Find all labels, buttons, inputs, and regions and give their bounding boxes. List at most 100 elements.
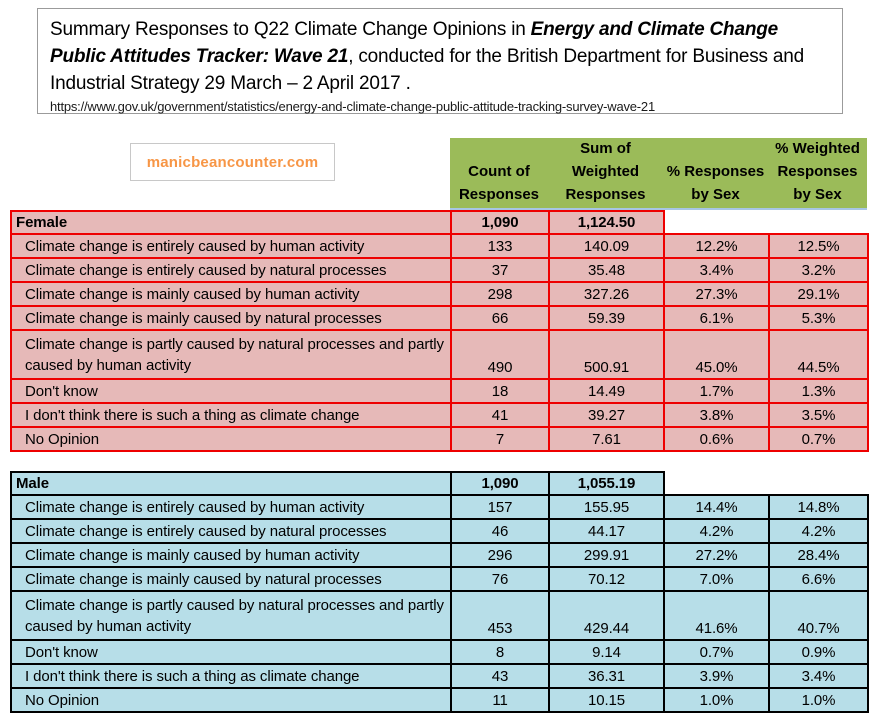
- table-row: Climate change is entirely caused by hum…: [10, 233, 869, 259]
- weighted-cell: 155.95: [548, 494, 665, 520]
- table-row: No Opinion 11 10.15 1.0% 1.0%: [10, 687, 869, 713]
- pct-responses-cell: 4.2%: [663, 518, 770, 544]
- response-label: No Opinion: [10, 687, 452, 713]
- count-cell: 46: [450, 518, 550, 544]
- pct-weighted-cell: 3.5%: [768, 402, 869, 428]
- group-total-count: 1,090: [450, 471, 550, 496]
- weighted-cell: 327.26: [548, 281, 665, 307]
- pct-responses-cell: 41.6%: [663, 590, 770, 641]
- response-label: Climate change is mainly caused by natur…: [10, 305, 452, 331]
- count-cell: 8: [450, 639, 550, 665]
- response-label: I don't think there is such a thing as c…: [10, 402, 452, 428]
- weighted-cell: 500.91: [548, 329, 665, 380]
- pct-responses-cell: 45.0%: [663, 329, 770, 380]
- blank-cell: [664, 211, 769, 234]
- group-label: Male: [10, 471, 452, 496]
- count-cell: 18: [450, 378, 550, 404]
- pct-responses-cell: 6.1%: [663, 305, 770, 331]
- pct-responses-cell: 12.2%: [663, 233, 770, 259]
- pct-responses-cell: 0.6%: [663, 426, 770, 452]
- title-box: Summary Responses to Q22 Climate Change …: [37, 8, 843, 114]
- brand-box: manicbeancounter.com: [130, 143, 335, 181]
- weighted-cell: 14.49: [548, 378, 665, 404]
- count-cell: 133: [450, 233, 550, 259]
- pct-weighted-cell: 28.4%: [768, 542, 869, 568]
- weighted-cell: 44.17: [548, 518, 665, 544]
- female-table-body: Female 1,090 1,124.50 Climate change is ent…: [10, 210, 869, 452]
- column-header-pct-responses-by-sex: % Responses by Sex: [666, 163, 765, 203]
- pct-responses-cell: 1.0%: [663, 687, 770, 713]
- weighted-cell: 299.91: [548, 542, 665, 568]
- brand-label: manicbeancounter.com: [146, 153, 319, 171]
- pct-weighted-cell: 4.2%: [768, 518, 869, 544]
- pct-responses-cell: 1.7%: [663, 378, 770, 404]
- pct-responses-cell: 3.8%: [663, 402, 770, 428]
- count-cell: 43: [450, 663, 550, 689]
- source-url: https://www.gov.uk/government/statistics…: [50, 99, 655, 114]
- response-label: Climate change is entirely caused by hum…: [10, 233, 452, 259]
- count-cell: 41: [450, 402, 550, 428]
- response-label: Climate change is partly caused by natur…: [10, 590, 452, 641]
- weighted-cell: 9.14: [548, 639, 665, 665]
- pct-weighted-cell: 3.2%: [768, 257, 869, 283]
- female-table: Female 1,090 1,124.50 Climate change is ent…: [10, 210, 869, 452]
- male-table: Male 1,090 1,055.19 Climate change is entir…: [10, 471, 869, 713]
- column-headers: Count of Responses Sum of Weighted Respo…: [450, 138, 867, 210]
- count-cell: 296: [450, 542, 550, 568]
- pct-responses-cell: 14.4%: [663, 494, 770, 520]
- column-header-pct-weighted-responses-by-sex: % Weighted Responses by Sex: [775, 140, 860, 203]
- pct-weighted-cell: 14.8%: [768, 494, 869, 520]
- table-row: I don't think there is such a thing as c…: [10, 402, 869, 428]
- pct-responses-cell: 3.9%: [663, 663, 770, 689]
- response-label: Don't know: [10, 639, 452, 665]
- table-row: Climate change is entirely caused by hum…: [10, 494, 869, 520]
- pct-responses-cell: 7.0%: [663, 566, 770, 592]
- weighted-cell: 59.39: [548, 305, 665, 331]
- table-row: Don't know 8 9.14 0.7% 0.9%: [10, 639, 869, 665]
- title-text-after: , conducted for the British Department f…: [50, 46, 805, 94]
- response-label: Climate change is mainly caused by natur…: [10, 566, 452, 592]
- response-label: I don't think there is such a thing as c…: [10, 663, 452, 689]
- group-total-row: Male 1,090 1,055.19: [10, 471, 868, 496]
- blank-cell: [769, 472, 868, 495]
- pct-weighted-cell: 1.3%: [768, 378, 869, 404]
- pct-weighted-cell: 40.7%: [768, 590, 869, 641]
- count-cell: 453: [450, 590, 550, 641]
- pct-weighted-cell: 12.5%: [768, 233, 869, 259]
- response-label: Climate change is mainly caused by human…: [10, 281, 452, 307]
- response-label: Climate change is partly caused by natur…: [10, 329, 452, 380]
- weighted-cell: 36.31: [548, 663, 665, 689]
- blank-cell: [769, 211, 868, 234]
- pct-responses-cell: 27.2%: [663, 542, 770, 568]
- response-label: Climate change is entirely caused by hum…: [10, 494, 452, 520]
- count-cell: 298: [450, 281, 550, 307]
- group-total-weighted: 1,055.19: [548, 471, 665, 496]
- pct-responses-cell: 27.3%: [663, 281, 770, 307]
- pct-weighted-cell: 5.3%: [768, 305, 869, 331]
- response-label: Climate change is mainly caused by human…: [10, 542, 452, 568]
- group-total-row: Female 1,090 1,124.50: [10, 210, 868, 235]
- pct-responses-cell: 3.4%: [663, 257, 770, 283]
- count-cell: 66: [450, 305, 550, 331]
- weighted-cell: 70.12: [548, 566, 665, 592]
- count-cell: 76: [450, 566, 550, 592]
- table-row: Climate change is entirely caused by nat…: [10, 518, 869, 544]
- weighted-cell: 7.61: [548, 426, 665, 452]
- weighted-cell: 35.48: [548, 257, 665, 283]
- count-cell: 37: [450, 257, 550, 283]
- count-cell: 7: [450, 426, 550, 452]
- response-label: Don't know: [10, 378, 452, 404]
- title-text-before: Summary Responses to Q22 Climate Change …: [50, 19, 531, 40]
- weighted-cell: 429.44: [548, 590, 665, 641]
- group-total-count: 1,090: [450, 210, 550, 235]
- column-header-count-of-responses: Count of Responses: [458, 163, 540, 203]
- table-row: Climate change is partly caused by natur…: [10, 329, 869, 380]
- table-row: Climate change is mainly caused by natur…: [10, 305, 869, 331]
- response-label: Climate change is entirely caused by nat…: [10, 257, 452, 283]
- table-row: Climate change is mainly caused by human…: [10, 542, 869, 568]
- table-row: Climate change is mainly caused by natur…: [10, 566, 869, 592]
- page-title: Summary Responses to Q22 Climate Change …: [50, 16, 830, 97]
- table-row: Don't know 18 14.49 1.7% 1.3%: [10, 378, 869, 404]
- response-label: No Opinion: [10, 426, 452, 452]
